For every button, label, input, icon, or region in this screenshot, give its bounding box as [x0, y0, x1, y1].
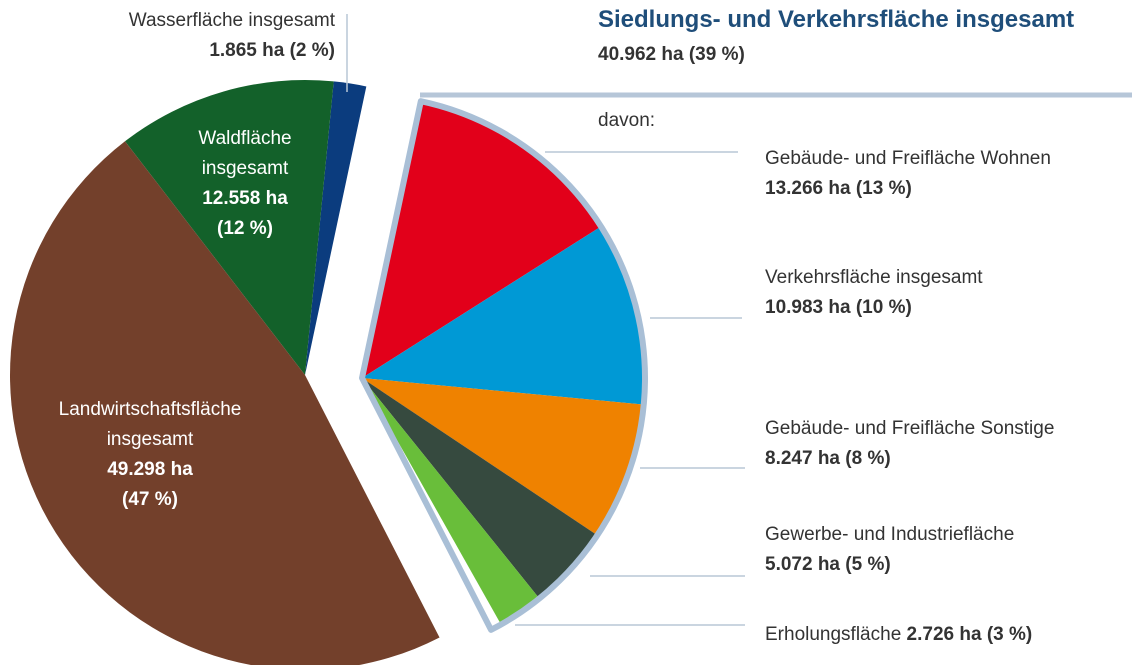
breakdown-slice [362, 101, 602, 378]
breakdown-slice [362, 378, 598, 599]
pie-slice [10, 141, 440, 665]
pie-slice [305, 81, 367, 376]
pie-slice [125, 80, 334, 376]
breakdown-slice [362, 378, 644, 536]
category-label: Landwirtschaftsfläche insgesamt [58, 399, 242, 450]
value-label: 2.726 ha [906, 624, 982, 645]
value-label: 49.298 ha [107, 459, 193, 480]
category-label: Gewerbe- und Industriefläche [765, 524, 1015, 545]
label-traffic: Verkehrsfläche insgesamt 10.983 ha (10 %… [765, 263, 1055, 323]
category-label: Gebäude- und Freifläche Sonstige [765, 418, 1055, 439]
label-agriculture: Landwirtschaftsfläche insgesamt 49.298 h… [30, 395, 270, 515]
value-label: 10.983 ha [765, 297, 851, 318]
breakdown-slice [362, 378, 540, 625]
breakdown-label: davon: [598, 110, 656, 131]
label-other-buildings: Gebäude- und Freifläche Sonstige 8.247 h… [765, 414, 1055, 474]
value-label: 40.962 ha [598, 44, 684, 65]
value-label: 1.865 ha [209, 40, 285, 61]
label-water: Wasserfläche insgesamt 1.865 ha (2 %) [129, 6, 335, 66]
percent-label: (8 %) [845, 448, 891, 469]
exploded-slice [359, 98, 648, 633]
value-label: 5.072 ha [765, 554, 840, 575]
breakdown-slice [362, 226, 645, 405]
label-industry: Gewerbe- und Industriefläche 5.072 ha (5… [765, 520, 1085, 580]
value-label: 12.558 ha [202, 188, 288, 209]
category-label: Erholungsfläche [765, 624, 902, 645]
value-label: 13.266 ha [765, 178, 851, 199]
chart-title: Siedlungs- und Verkehrsfläche insgesamt [598, 6, 1075, 33]
percent-label: (3 %) [986, 624, 1033, 645]
percent-label: (10 %) [855, 297, 912, 318]
percent-label: (39 %) [688, 44, 745, 65]
category-label: Verkehrsfläche insgesamt [765, 267, 983, 288]
percent-label: (47 %) [122, 489, 178, 510]
percent-label: (2 %) [289, 40, 335, 61]
percent-label: (13 %) [855, 178, 912, 199]
category-label: Waldfläche insgesamt [198, 128, 292, 179]
pie [10, 80, 648, 665]
label-settlement: Siedlungs- und Verkehrsfläche insgesamt … [598, 4, 1074, 70]
percent-label: (5 %) [845, 554, 891, 575]
label-recreation: Erholungsfläche 2.726 ha (3 %) [765, 620, 1125, 650]
value-label: 8.247 ha [765, 448, 840, 469]
label-housing: Gebäude- und Freifläche Wohnen 13.266 ha… [765, 144, 1055, 204]
label-forest: Waldfläche insgesamt 12.558 ha (12 %) [180, 124, 310, 244]
category-label: Wasserfläche insgesamt [128, 10, 335, 31]
category-label: Gebäude- und Freifläche Wohnen [765, 148, 1051, 169]
percent-label: (12 %) [217, 218, 273, 239]
